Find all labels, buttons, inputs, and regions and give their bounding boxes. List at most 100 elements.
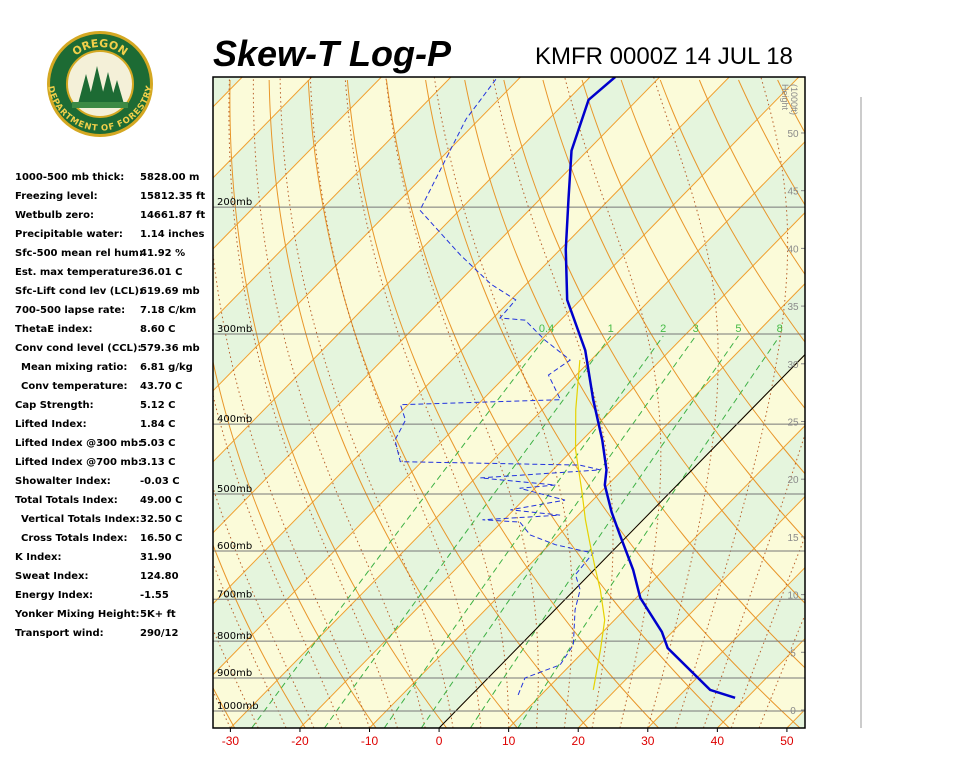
- stat-label: 700-500 lapse rate:: [15, 305, 125, 316]
- stat-value: -1.55: [140, 590, 169, 601]
- stat-value: 31.90: [140, 552, 172, 563]
- mixing-ratio-label: 8: [777, 323, 783, 335]
- dry-adiabat: [425, 79, 801, 728]
- stat-label: Sweat Index:: [15, 571, 88, 582]
- mixing-ratio-line: [383, 335, 664, 728]
- height-tick-label: 40: [787, 244, 799, 255]
- x-tick-label: -30: [222, 734, 240, 748]
- height-tick-label: 15: [787, 533, 799, 544]
- moist-adiabat: [213, 561, 287, 728]
- stat-label: Lifted Index:: [15, 419, 87, 430]
- isotherm: [508, 424, 805, 728]
- stat-label: Est. max temperature:: [15, 267, 142, 278]
- dry-adiabat: [268, 79, 518, 728]
- x-tick-label: 30: [641, 734, 655, 748]
- title: Skew-T Log-P: [213, 33, 452, 74]
- stat-value: 14661.87 ft: [140, 210, 205, 221]
- isotherm: [213, 77, 591, 463]
- stat-value: 49.00 C: [140, 495, 182, 506]
- stat-label: Vertical Totals Index:: [21, 514, 140, 525]
- profile-line: [564, 77, 736, 700]
- isotherm: [213, 77, 730, 605]
- isotherm-band: [213, 77, 805, 728]
- mixing-ratio-line: [324, 335, 612, 728]
- stat-value: 16.50 C: [140, 533, 182, 544]
- dry-adiabat: [464, 79, 805, 669]
- moist-adiabat: [564, 77, 662, 728]
- isotherm: [213, 77, 800, 676]
- mixing-ratio-label: 3: [693, 323, 699, 335]
- stat-label: Precipitable water:: [15, 229, 123, 240]
- stat-label: Lifted Index @700 mb:: [15, 457, 142, 468]
- stat-label: Yonker Mixing Height:: [14, 609, 140, 620]
- isotherm: [299, 211, 805, 728]
- isotherm: [213, 77, 452, 321]
- isotherm: [577, 495, 805, 728]
- stat-value: -0.03 C: [140, 476, 180, 487]
- dry-adiabat: [213, 359, 377, 728]
- x-tick-label: 20: [572, 734, 586, 748]
- dry-adiabat: [659, 79, 805, 343]
- isotherm: [369, 282, 805, 728]
- height-axis-label: Height: [780, 84, 790, 111]
- stat-value: 43.70 C: [140, 381, 182, 392]
- isotherm: [647, 566, 805, 728]
- plot-background: 0.4 1 2 3 5 8: [213, 77, 960, 728]
- mixing-ratio-line: [517, 335, 781, 728]
- isotherm: [786, 708, 805, 728]
- x-tick-label: 10: [502, 734, 516, 748]
- pressure-label: 800mb: [217, 631, 252, 642]
- stat-value: 5828.00 m: [140, 172, 199, 183]
- height-tick-label: 5: [790, 648, 796, 659]
- moist-adiabat: [213, 628, 259, 728]
- stat-value: 579.36 mb: [140, 343, 200, 354]
- stat-value: 290/12: [140, 628, 178, 639]
- moist-adiabat: [279, 77, 454, 728]
- stat-label: Energy Index:: [15, 590, 93, 601]
- stat-label: Total Totals Index:: [15, 495, 118, 506]
- highlight-isotherm: [438, 353, 805, 728]
- stat-label: Lifted Index @300 mb:: [15, 438, 142, 449]
- x-tick-label: 50: [780, 734, 794, 748]
- logo-top-text: OREGON: [70, 37, 130, 59]
- stat-value: 5.03 C: [140, 438, 176, 449]
- dry-adiabat: [895, 80, 960, 728]
- x-tick-label: -10: [361, 734, 379, 748]
- logo-top: OREGON: [70, 37, 130, 59]
- dry-adiabat: [817, 80, 960, 728]
- height-tick-label: 45: [787, 187, 799, 198]
- stat-label: Cap Strength:: [15, 400, 94, 411]
- pressure-label: 400mb: [217, 414, 252, 425]
- stat-label: 1000-500 mb thick:: [15, 172, 124, 183]
- stat-value: 1.84 C: [140, 419, 176, 430]
- pressure-label: 600mb: [217, 541, 252, 552]
- isotherm: [856, 77, 960, 728]
- height-tick-label: 50: [787, 129, 799, 140]
- stat-value: 41.92 %: [140, 248, 185, 259]
- stat-value: 5K+ ft: [140, 609, 176, 620]
- mixing-ratio-line: [469, 335, 739, 728]
- dry-adiabat: [934, 80, 960, 728]
- stat-label: Wetbulb zero:: [15, 210, 94, 221]
- logo: OREGON DEPARTMENT OF FORESTRY: [45, 31, 155, 137]
- mixing-ratio-label: 1: [608, 323, 614, 335]
- stat-value: 7.18 C/km: [140, 305, 196, 316]
- dry-adiabat: [229, 79, 448, 728]
- stat-value: 5.12 C: [140, 400, 176, 411]
- stat-label: Sfc-Lift cond lev (LCL):: [15, 286, 143, 297]
- plot-frame: [212, 76, 806, 729]
- isotherm: [213, 77, 382, 250]
- mixing-ratio-line: [251, 335, 547, 728]
- isotherm: [230, 140, 805, 728]
- stat-value: 36.01 C: [140, 267, 182, 278]
- dry-adiabat: [346, 79, 659, 728]
- moist-adiabat: [309, 77, 482, 728]
- x-tick-label: 0: [436, 734, 443, 748]
- stat-value: 32.50 C: [140, 514, 182, 525]
- stat-label: Sfc-500 mean rel hum:: [15, 248, 143, 259]
- dry-adiabat: [620, 79, 805, 410]
- height-tick-label: 25: [787, 417, 799, 428]
- stat-value: 1.14 inches: [140, 229, 205, 240]
- stat-value: 8.60 C: [140, 324, 176, 335]
